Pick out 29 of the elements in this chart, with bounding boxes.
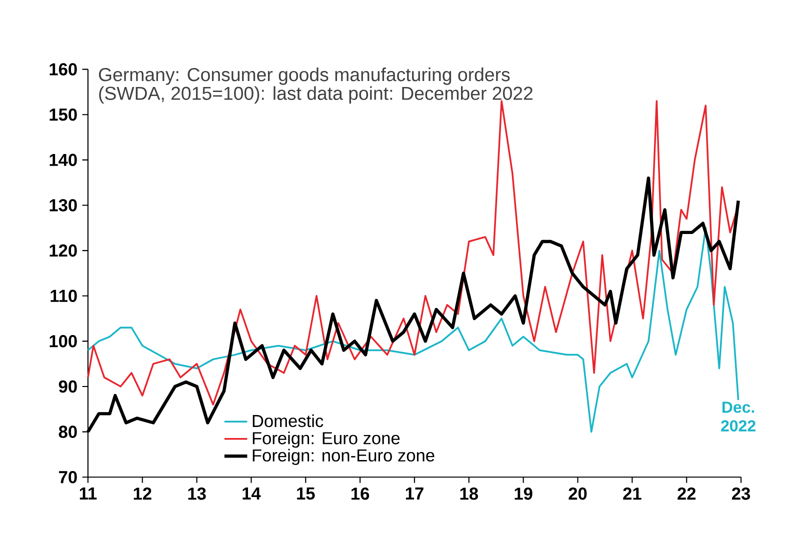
y-tick-label: 70: [59, 470, 77, 484]
x-tick-label: 22: [678, 487, 696, 500]
x-tick-label: 16: [352, 487, 370, 500]
x-tick-label: 13: [188, 487, 206, 500]
y-tick-label: 90: [58, 380, 77, 393]
y-tick-label: 130: [50, 199, 77, 212]
y-tick-label: 100: [50, 335, 77, 348]
chart-title: Germany: Consumer goods manufacturing orders: [98, 67, 510, 85]
x-tick-label: 23: [732, 487, 750, 500]
x-tick-label: 12: [134, 487, 152, 500]
x-tick-label: 21: [623, 487, 642, 500]
legend-label: Domestic: [252, 414, 324, 428]
x-tick-label: 11: [80, 487, 97, 500]
y-tick-label: 120: [50, 244, 77, 257]
legend-label: Foreign: non-Euro zone: [252, 448, 434, 465]
x-tick-label: 18: [460, 487, 478, 500]
y-tick-label: 80: [58, 426, 77, 438]
y-tick-label: 160: [50, 63, 77, 76]
x-tick-label: 17: [406, 487, 424, 500]
x-tick-label: 15: [297, 487, 315, 500]
x-tick-label: 20: [568, 487, 587, 500]
y-tick-label: 140: [50, 154, 77, 166]
x-tick-label: 14: [242, 487, 261, 500]
legend-label: Foreign: Euro zone: [252, 432, 400, 448]
y-tick-label: 150: [50, 108, 77, 121]
y-tick-label: 110: [50, 290, 77, 302]
x-tick-label: 19: [514, 487, 532, 500]
annotation: Dec. 2022: [721, 402, 756, 432]
text: (SWDA, 2015=100): last data point: December 2022: [99, 86, 532, 104]
